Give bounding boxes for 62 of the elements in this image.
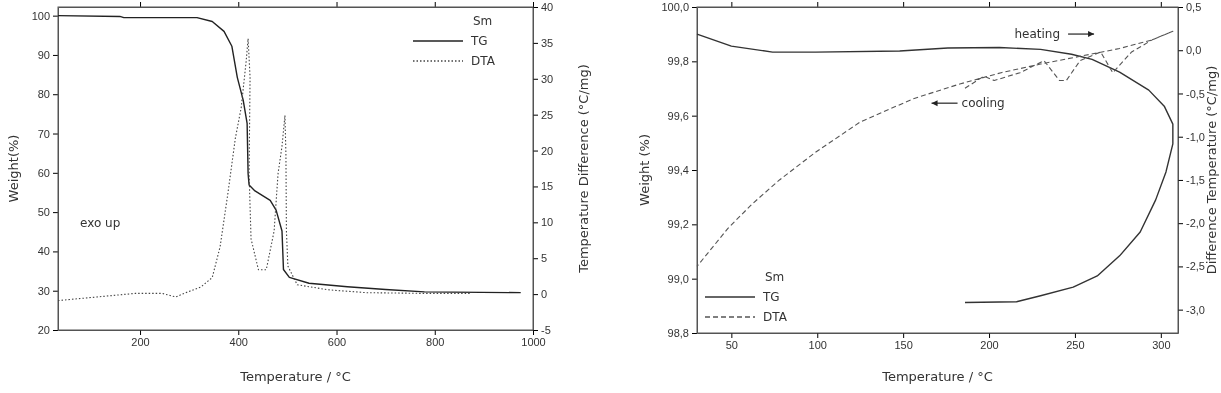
y-tick-label: 99,2 <box>667 218 689 231</box>
y2-tick-label: 5 <box>541 252 548 265</box>
y2-tick-label: -1,5 <box>1186 173 1205 186</box>
x-tick-label: 400 <box>229 335 248 348</box>
x-tick-label: 300 <box>1152 338 1171 351</box>
x-tick-label: 250 <box>1066 338 1085 351</box>
x-tick-label: 150 <box>894 338 913 351</box>
y-axis-title: Weight(%) <box>6 134 21 203</box>
annotation: cooling <box>961 96 1005 111</box>
legend-title: Sm <box>765 270 785 284</box>
annotation: exo up <box>80 215 121 230</box>
y-tick-label: 40 <box>37 245 50 258</box>
y-tick-label: 70 <box>37 127 50 140</box>
y2-tick-label: 0,0 <box>1186 44 1202 57</box>
y-tick-label: 99,0 <box>667 272 689 285</box>
legend-label: TG <box>470 34 488 48</box>
x-tick-label: 1000 <box>521 335 546 348</box>
y2-tick-label: 15 <box>541 180 554 193</box>
x-tick-label: 100 <box>808 338 827 351</box>
y-axis-title: Weight (%) <box>637 134 652 206</box>
y2-tick-label: -3,0 <box>1186 303 1205 316</box>
y2-tick-label: 20 <box>541 144 554 157</box>
y2-tick-label: -2,0 <box>1186 217 1205 230</box>
y2-axis-title: Difference Temperature (°C/mg) <box>1204 65 1219 275</box>
y-tick-label: 100,0 <box>661 1 689 14</box>
x-tick-label: 800 <box>426 335 445 348</box>
y2-tick-label: -2,5 <box>1186 260 1205 273</box>
x-tick-label: 200 <box>131 335 150 348</box>
y-tick-label: 99,8 <box>667 55 689 68</box>
legend-label: DTA <box>763 310 788 324</box>
y2-axis-title: Temperature Difference (°C/mg) <box>576 64 591 274</box>
y2-tick-label: 0 <box>541 288 548 301</box>
y2-tick-label: 25 <box>541 108 554 121</box>
legend-label: DTA <box>471 54 496 68</box>
y2-tick-label: 40 <box>541 1 554 14</box>
y2-tick-label: -1,0 <box>1186 130 1205 143</box>
y2-tick-label: -0,5 <box>1186 87 1205 100</box>
y2-tick-label: 10 <box>541 216 554 229</box>
y-tick-label: 60 <box>37 166 50 179</box>
legend-label: TG <box>762 290 780 304</box>
x-tick-label: 200 <box>980 338 999 351</box>
y2-tick-label: 30 <box>541 72 554 85</box>
y-tick-label: 90 <box>37 48 50 61</box>
x-axis-title: Temperature / °C <box>881 369 993 384</box>
y-tick-label: 99,6 <box>667 109 689 122</box>
line-series <box>57 14 522 294</box>
annotation: heating <box>1014 27 1061 42</box>
x-axis-title: Temperature / °C <box>239 369 351 384</box>
y-tick-label: 30 <box>37 284 50 297</box>
x-tick-label: 600 <box>327 335 347 348</box>
y-tick-label: 100 <box>31 9 50 22</box>
y2-tick-label: 35 <box>541 36 554 49</box>
legend-title: Sm <box>473 14 493 28</box>
x-tick-label: 50 <box>725 338 738 351</box>
y-tick-label: 98,8 <box>667 327 689 340</box>
y2-tick-label: 0,5 <box>1186 1 1202 14</box>
line-series <box>57 38 472 302</box>
y-tick-label: 50 <box>37 206 50 219</box>
y-tick-label: 80 <box>37 88 50 101</box>
y-tick-label: 99,4 <box>667 164 689 177</box>
y-tick-label: 20 <box>37 324 50 337</box>
y2-tick-label: -5 <box>541 324 551 337</box>
